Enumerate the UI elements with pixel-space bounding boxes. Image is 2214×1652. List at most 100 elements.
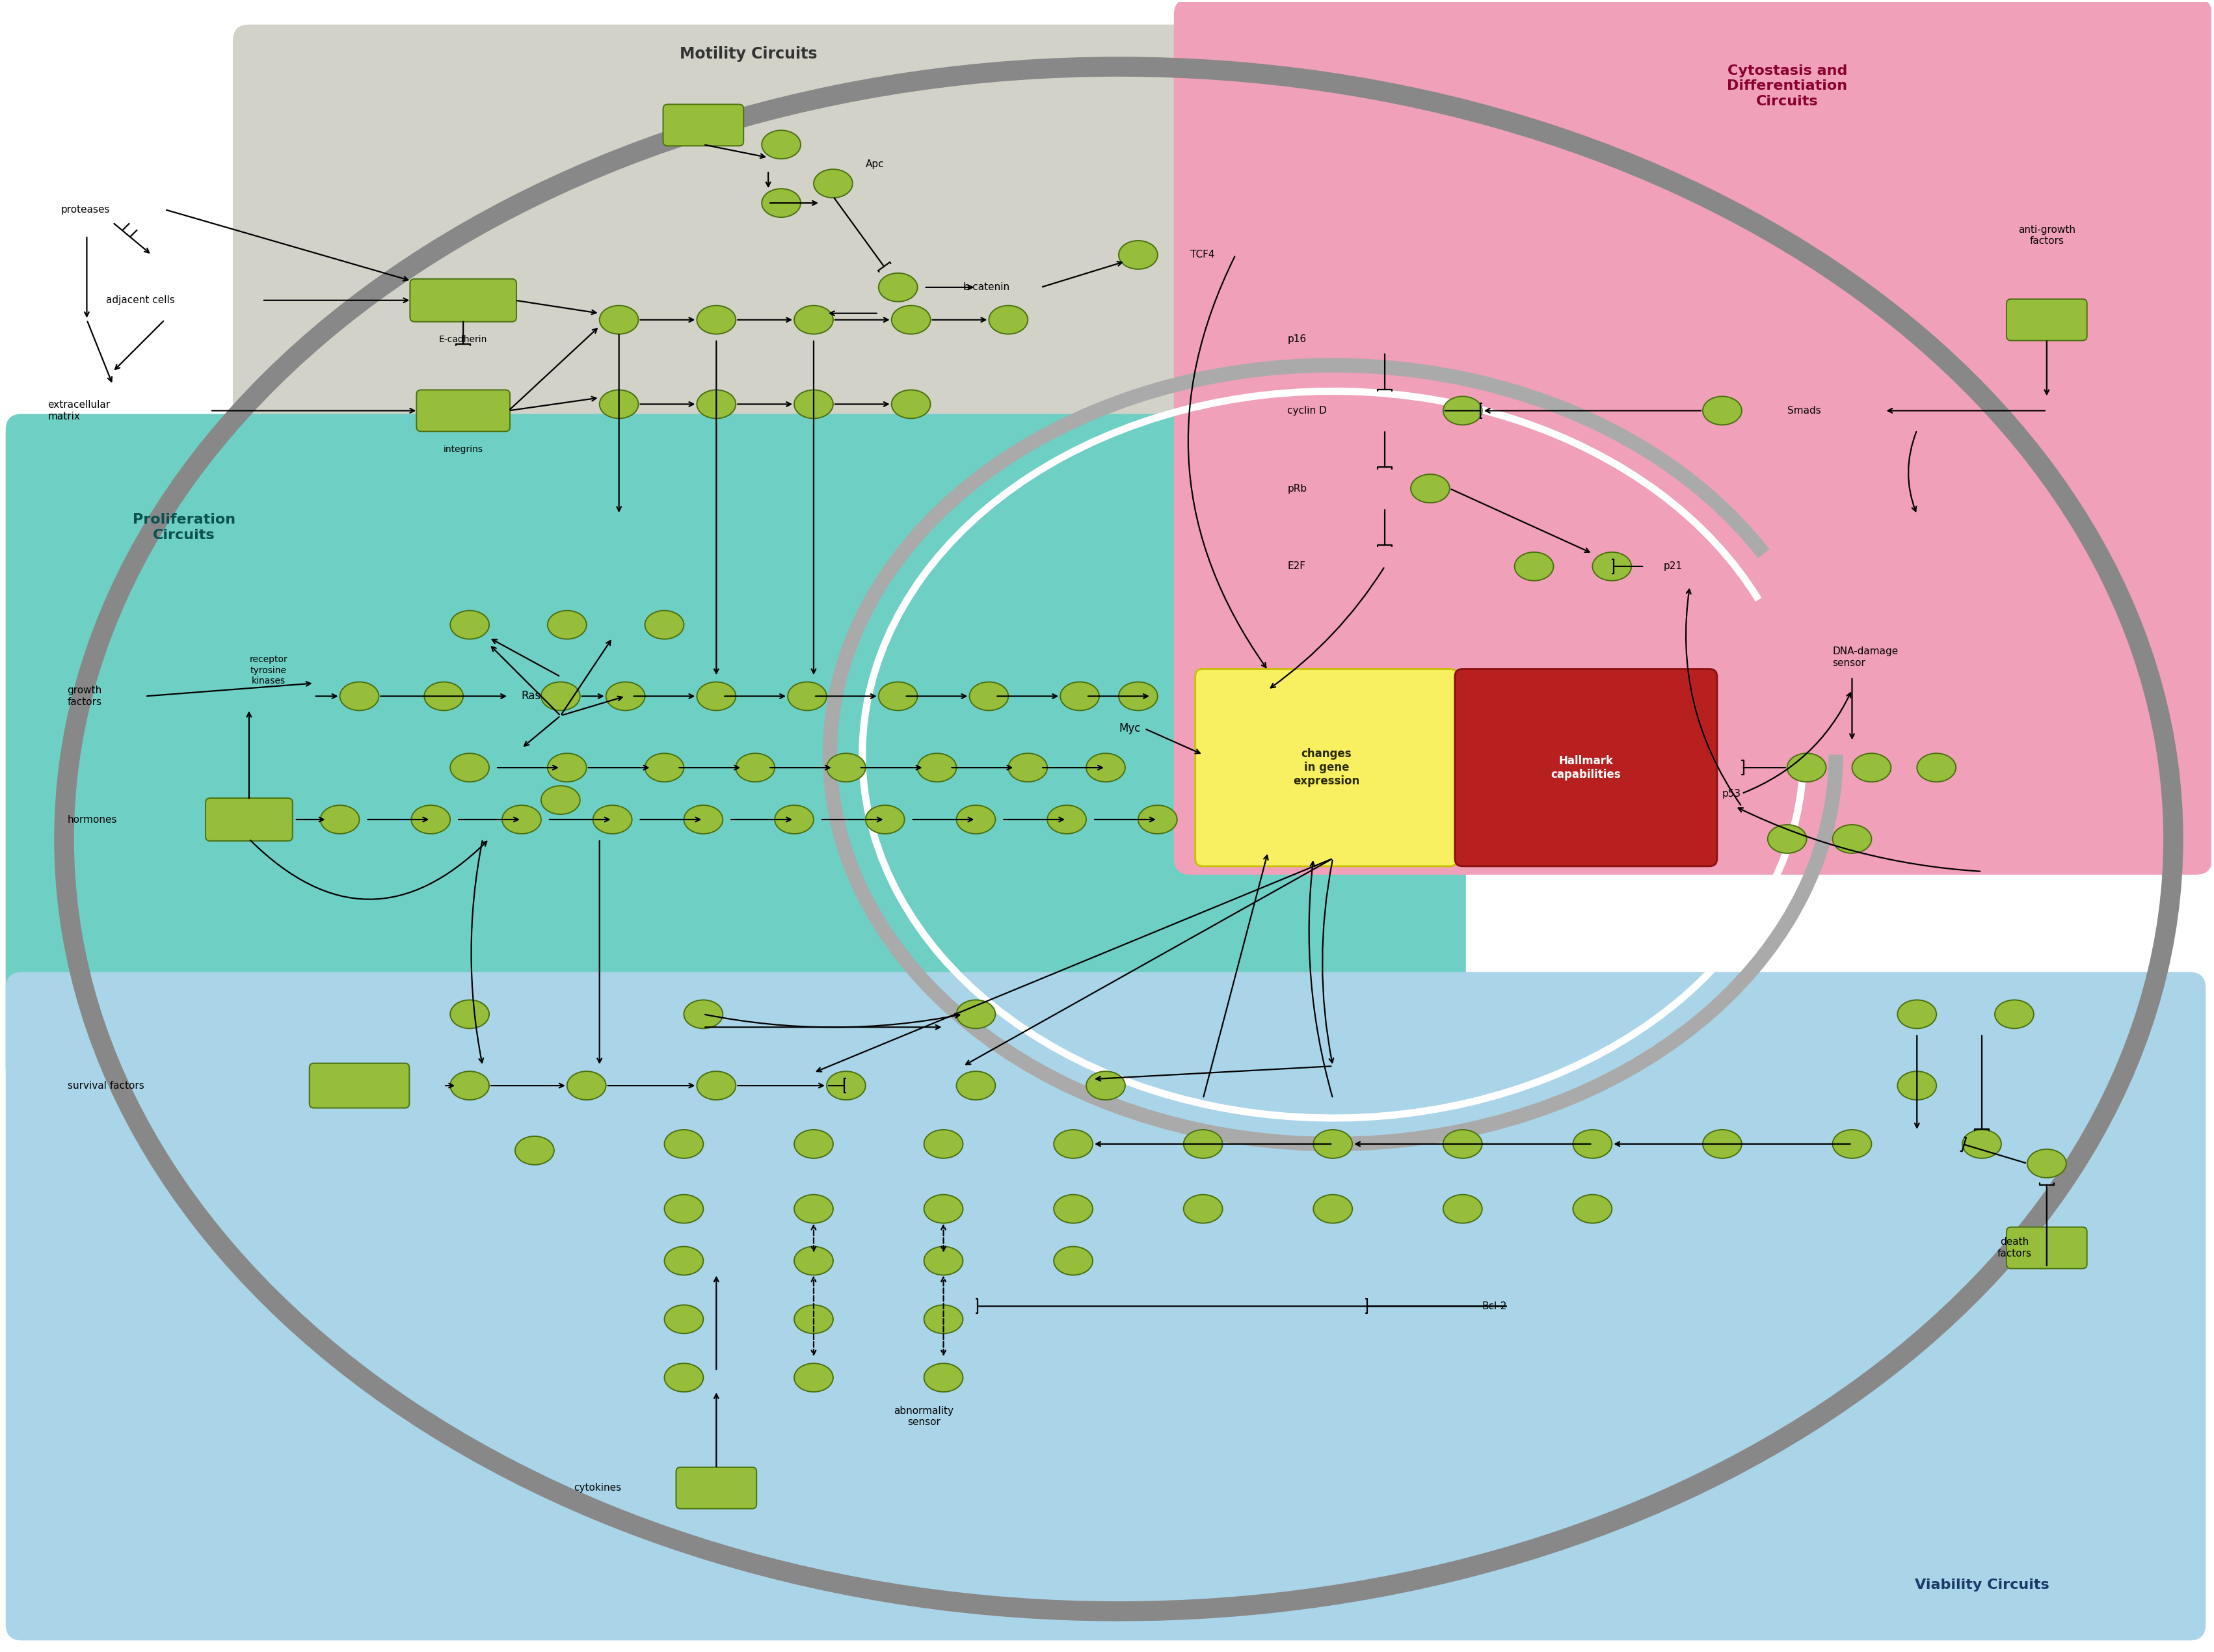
Ellipse shape <box>923 1247 963 1275</box>
Text: Hallmark
capabilities: Hallmark capabilities <box>1552 755 1621 780</box>
Ellipse shape <box>1047 805 1087 834</box>
Ellipse shape <box>1313 1130 1353 1158</box>
Ellipse shape <box>644 753 684 781</box>
Ellipse shape <box>664 1363 704 1393</box>
Ellipse shape <box>600 390 638 418</box>
FancyBboxPatch shape <box>7 415 1466 1082</box>
Ellipse shape <box>795 1363 832 1393</box>
Ellipse shape <box>735 753 775 781</box>
Ellipse shape <box>341 682 379 710</box>
Ellipse shape <box>1054 1130 1094 1158</box>
Ellipse shape <box>1962 1130 2001 1158</box>
Ellipse shape <box>826 753 866 781</box>
Ellipse shape <box>449 611 489 639</box>
Text: adjacent cells: adjacent cells <box>106 296 175 306</box>
Ellipse shape <box>866 805 906 834</box>
Ellipse shape <box>321 805 359 834</box>
Ellipse shape <box>970 682 1007 710</box>
FancyBboxPatch shape <box>416 390 509 431</box>
Ellipse shape <box>1897 999 1937 1029</box>
Ellipse shape <box>1007 753 1047 781</box>
Ellipse shape <box>1767 824 1807 852</box>
Ellipse shape <box>1444 1194 1481 1222</box>
Ellipse shape <box>762 188 801 218</box>
Text: pRb: pRb <box>1286 484 1306 494</box>
Ellipse shape <box>1572 1194 1612 1222</box>
FancyBboxPatch shape <box>1173 0 2212 874</box>
Text: hormones: hormones <box>66 814 117 824</box>
Ellipse shape <box>775 805 815 834</box>
Text: Myc: Myc <box>1118 724 1140 735</box>
Ellipse shape <box>567 1070 607 1100</box>
Text: proteases: proteases <box>60 205 111 215</box>
Ellipse shape <box>644 611 684 639</box>
Ellipse shape <box>697 306 735 334</box>
Text: DNA-damage
sensor: DNA-damage sensor <box>1833 646 1897 667</box>
FancyBboxPatch shape <box>410 279 516 322</box>
Ellipse shape <box>664 1305 704 1333</box>
Ellipse shape <box>697 1070 735 1100</box>
Ellipse shape <box>697 390 735 418</box>
Ellipse shape <box>607 682 644 710</box>
Text: death
factors: death factors <box>1997 1237 2032 1259</box>
Ellipse shape <box>1087 1070 1125 1100</box>
Text: Motility Circuits: Motility Circuits <box>680 46 817 61</box>
Text: abnormality
sensor: abnormality sensor <box>894 1406 954 1427</box>
Ellipse shape <box>923 1130 963 1158</box>
Ellipse shape <box>1054 1247 1094 1275</box>
Ellipse shape <box>547 753 587 781</box>
FancyBboxPatch shape <box>7 971 2205 1640</box>
Ellipse shape <box>956 805 996 834</box>
Ellipse shape <box>1514 552 1554 582</box>
Text: anti-growth
factors: anti-growth factors <box>2019 225 2075 246</box>
Ellipse shape <box>1118 241 1158 269</box>
FancyBboxPatch shape <box>232 25 1227 499</box>
Ellipse shape <box>1313 1194 1353 1222</box>
Text: Proliferation
Circuits: Proliferation Circuits <box>133 514 235 542</box>
Ellipse shape <box>664 1247 704 1275</box>
Ellipse shape <box>664 1130 704 1158</box>
Ellipse shape <box>593 805 631 834</box>
Ellipse shape <box>1917 753 1955 781</box>
Ellipse shape <box>1703 396 1742 425</box>
Ellipse shape <box>516 1137 554 1165</box>
Ellipse shape <box>684 999 722 1029</box>
Ellipse shape <box>1054 1194 1094 1222</box>
Text: growth
factors: growth factors <box>66 686 102 707</box>
FancyBboxPatch shape <box>2006 1227 2088 1269</box>
Ellipse shape <box>762 131 801 159</box>
Ellipse shape <box>892 306 930 334</box>
Ellipse shape <box>892 390 930 418</box>
Ellipse shape <box>1833 824 1871 852</box>
Ellipse shape <box>1592 552 1632 582</box>
Ellipse shape <box>503 805 540 834</box>
Ellipse shape <box>540 682 580 710</box>
Text: Bcl-2: Bcl-2 <box>1481 1302 1508 1312</box>
Ellipse shape <box>540 786 580 814</box>
FancyBboxPatch shape <box>1455 669 1718 866</box>
Text: changes
in gene
expression: changes in gene expression <box>1293 748 1359 786</box>
Ellipse shape <box>879 682 917 710</box>
Text: Cytostasis and
Differentiation
Circuits: Cytostasis and Differentiation Circuits <box>1727 64 1846 107</box>
Ellipse shape <box>795 1130 832 1158</box>
Ellipse shape <box>990 306 1027 334</box>
Ellipse shape <box>1410 474 1450 502</box>
Text: receptor
tyrosine
kinases: receptor tyrosine kinases <box>250 656 288 686</box>
Ellipse shape <box>684 805 722 834</box>
FancyBboxPatch shape <box>206 798 292 841</box>
Text: cytokines: cytokines <box>573 1483 622 1493</box>
FancyBboxPatch shape <box>2006 299 2088 340</box>
Ellipse shape <box>449 999 489 1029</box>
Text: p16: p16 <box>1286 334 1306 344</box>
Ellipse shape <box>815 169 852 198</box>
Ellipse shape <box>449 753 489 781</box>
Ellipse shape <box>1703 1130 1742 1158</box>
FancyBboxPatch shape <box>662 104 744 145</box>
Text: extracellular
matrix: extracellular matrix <box>49 400 111 421</box>
Ellipse shape <box>1118 682 1158 710</box>
FancyBboxPatch shape <box>310 1064 410 1108</box>
Ellipse shape <box>826 1070 866 1100</box>
Ellipse shape <box>1087 753 1125 781</box>
Ellipse shape <box>547 611 587 639</box>
Ellipse shape <box>1787 753 1827 781</box>
